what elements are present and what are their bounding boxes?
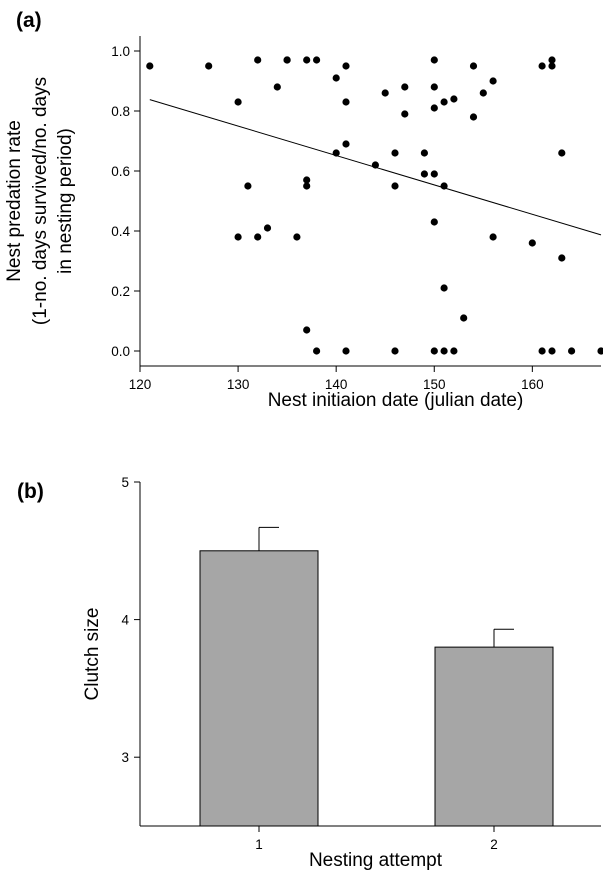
panel-a-data-point	[303, 326, 311, 334]
panel-a-data-point	[460, 314, 468, 322]
panel-a-y-axis-title-line: Nest predation rate	[4, 120, 25, 282]
panel-a-data-point	[450, 95, 458, 103]
panel-a-y-axis-title-line: in nesting period)	[55, 128, 76, 274]
panel-a-data-points	[146, 56, 603, 355]
panel-a-data-point	[234, 233, 242, 241]
panel-b-y-tick-label: 4	[121, 613, 129, 628]
panel-a-data-point	[597, 347, 603, 355]
panel-a-data-point	[469, 62, 478, 70]
panel-b-x-axis-title: Nesting attempt	[309, 850, 443, 871]
panel-a-data-point	[420, 149, 428, 157]
panel-a-data-point	[430, 56, 438, 64]
panel-a-data-point	[303, 176, 311, 184]
panel-a-data-point	[293, 233, 301, 241]
panel-a-data-point	[303, 56, 311, 64]
panel-a-x-axis-title: Nest initiaion date (julian date)	[268, 390, 524, 411]
panel-a-data-point	[430, 104, 438, 112]
panel-a-data-point	[401, 110, 409, 118]
panel-a-data-point	[430, 170, 438, 178]
panel-a-data-point	[430, 83, 438, 91]
panel-a-scatter-plot: (a) Nest predation rate (1-no. days survi…	[4, 9, 603, 411]
panel-a-y-axis-title: Nest predation rate (1-no. days survived/…	[4, 77, 76, 325]
panel-b-x-tick-label: 2	[490, 837, 498, 852]
panel-b-y-axis-title: Clutch size	[82, 608, 103, 701]
panel-a-data-point	[489, 233, 497, 241]
panel-a-regression-line	[149, 99, 602, 236]
panel-a-data-point	[342, 347, 350, 355]
panel-a-data-point	[263, 224, 272, 232]
panel-a-data-point	[234, 98, 242, 106]
panel-a-data-point	[469, 113, 478, 121]
panel-a-data-point	[538, 62, 546, 70]
panel-a-data-point	[548, 56, 556, 64]
panel-a-data-point	[244, 182, 252, 190]
panel-a-data-point	[479, 89, 487, 97]
panel-a-x-tick-label: 120	[129, 377, 152, 392]
panel-a-y-tick-label: 1.0	[111, 44, 130, 59]
panel-a-data-point	[568, 347, 576, 355]
panel-a-y-axis-title-line: (1-no. days survived/no. days	[30, 77, 51, 325]
panel-b-ticks: 3 4 5 1 2	[121, 475, 497, 852]
panel-a-data-point	[342, 98, 350, 106]
panel-a-data-point	[430, 218, 438, 226]
panel-b-y-tick-label: 3	[121, 750, 129, 765]
panel-a-data-point	[489, 77, 497, 85]
panel-a-y-tick-label: 0.6	[111, 164, 130, 179]
panel-a-y-tick-label: 0.8	[111, 104, 130, 119]
panel-a-data-point	[391, 149, 399, 157]
panel-a-data-point	[391, 182, 399, 190]
panel-a-data-point	[548, 347, 556, 355]
panel-b-label: (b)	[17, 480, 44, 503]
panel-a-data-point	[254, 56, 262, 64]
panel-a-data-point	[273, 83, 281, 91]
panel-a-y-tick-label: 0.4	[111, 224, 130, 239]
panel-a-data-point	[254, 233, 262, 241]
panel-b-x-tick-label: 1	[255, 837, 263, 852]
panel-a-data-point	[440, 98, 448, 106]
panel-b-bar-chart: (b) Clutch size 3 4 5 1 2 Nesting attempt	[17, 475, 601, 871]
panel-a-x-tick-label: 130	[227, 377, 250, 392]
panel-a-data-point	[342, 62, 350, 70]
panel-a-data-point	[313, 56, 321, 64]
panel-a-data-point	[548, 62, 556, 70]
panel-a-x-tick-label: 150	[423, 377, 446, 392]
panel-a-data-point	[440, 347, 448, 355]
panel-b-bar	[199, 550, 319, 827]
panel-a-data-point	[332, 74, 340, 82]
panel-a-regression-line-group	[149, 99, 602, 236]
panel-b-bars	[199, 526, 554, 827]
panel-a-ticks: 0.0 0.2 0.4 0.6 0.8 1.0 120 130 140 150 160	[111, 44, 543, 392]
panel-a-data-point	[440, 284, 448, 292]
panel-a-axes	[139, 36, 601, 367]
panel-a-data-point	[538, 347, 546, 355]
panel-a-data-point	[342, 140, 350, 148]
panel-b-bar	[434, 646, 554, 827]
panel-a-data-point	[450, 347, 458, 355]
panel-a-data-point	[558, 254, 566, 262]
panel-a-data-point	[430, 347, 438, 355]
panel-a-x-tick-label: 160	[521, 377, 544, 392]
panel-a-data-point	[528, 239, 536, 247]
panel-a-data-point	[205, 62, 213, 70]
panel-a-data-point	[401, 83, 409, 91]
panel-a-y-tick-label: 0.0	[111, 344, 130, 359]
panel-a-data-point	[558, 149, 566, 157]
panel-a-data-point	[420, 170, 428, 178]
panel-a-x-tick-label: 140	[325, 377, 348, 392]
panel-a-y-tick-label: 0.2	[111, 284, 130, 299]
panel-a-data-point	[381, 89, 389, 97]
panel-a-label: (a)	[16, 9, 42, 32]
panel-b-y-tick-label: 5	[121, 475, 129, 490]
panel-a-data-point	[283, 56, 291, 64]
panel-a-data-point	[313, 347, 321, 355]
panel-a-data-point	[146, 62, 154, 70]
panel-a-data-point	[303, 182, 311, 190]
panel-a-data-point	[391, 347, 399, 355]
